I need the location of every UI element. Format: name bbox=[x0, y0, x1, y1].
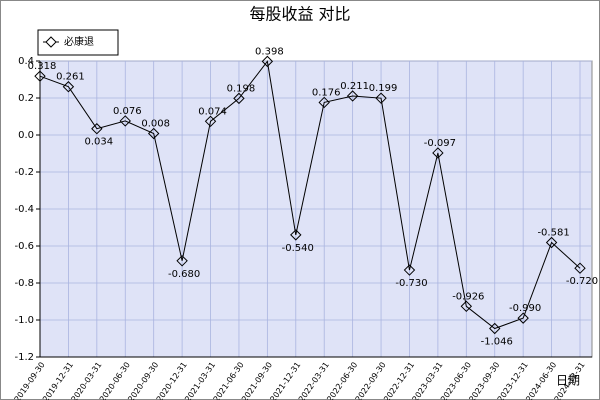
legend-marker bbox=[45, 36, 57, 48]
data-label: -0.730 bbox=[395, 278, 427, 289]
line bbox=[39, 60, 581, 330]
point bbox=[460, 300, 473, 313]
point bbox=[375, 92, 387, 104]
data-label: 0.261 bbox=[56, 72, 85, 83]
y-tick-label: 0.4 bbox=[18, 56, 34, 67]
data-label: 0.318 bbox=[28, 61, 57, 72]
point bbox=[489, 322, 501, 335]
x-axis-label: 日期 bbox=[556, 374, 580, 388]
data-label: -1.046 bbox=[481, 337, 513, 348]
point bbox=[432, 147, 444, 159]
chart-title: 每股收益 对比 bbox=[249, 5, 350, 24]
y-tick-label: -0.6 bbox=[14, 241, 34, 252]
point bbox=[34, 70, 46, 82]
data-label: 0.211 bbox=[340, 81, 369, 92]
point bbox=[147, 127, 160, 140]
point bbox=[346, 90, 359, 102]
data-label: 0.076 bbox=[113, 106, 142, 117]
data-label: -0.540 bbox=[282, 243, 314, 254]
y-tick-label: 0.0 bbox=[18, 130, 34, 141]
data-label: -0.720 bbox=[566, 276, 598, 287]
point bbox=[91, 123, 103, 135]
data-label: 0.199 bbox=[369, 83, 398, 94]
y-tick-label: 0.2 bbox=[18, 93, 34, 104]
data-label: -0.581 bbox=[537, 227, 569, 238]
data-label: -0.680 bbox=[168, 269, 200, 280]
legend: 必康退 bbox=[37, 29, 119, 56]
point bbox=[290, 229, 302, 241]
point bbox=[119, 115, 131, 127]
legend-label: 必康退 bbox=[64, 35, 94, 48]
data-label: 0.034 bbox=[85, 137, 114, 148]
data-label: 0.074 bbox=[198, 106, 227, 117]
y-tick-label: -1.2 bbox=[14, 352, 34, 363]
y-tick-label: -0.4 bbox=[14, 204, 34, 215]
point bbox=[545, 236, 558, 249]
data-label: 0.176 bbox=[312, 87, 341, 98]
point bbox=[574, 262, 586, 274]
data-label: 0.008 bbox=[141, 119, 170, 130]
y-tick-label: -1.0 bbox=[14, 315, 34, 326]
point bbox=[517, 312, 529, 324]
data-label: 0.398 bbox=[255, 46, 284, 57]
data-label: -0.926 bbox=[452, 291, 484, 302]
data-label: -0.097 bbox=[424, 138, 456, 149]
point bbox=[233, 92, 245, 105]
y-tick-label: -0.8 bbox=[14, 278, 34, 289]
point bbox=[261, 55, 274, 68]
data-label: 0.198 bbox=[227, 83, 256, 94]
point bbox=[318, 96, 330, 109]
point bbox=[176, 255, 188, 267]
point bbox=[403, 264, 416, 276]
point bbox=[204, 115, 217, 128]
y-tick-label: -0.2 bbox=[14, 167, 34, 178]
data-label: -0.990 bbox=[509, 303, 541, 314]
point bbox=[62, 81, 75, 93]
